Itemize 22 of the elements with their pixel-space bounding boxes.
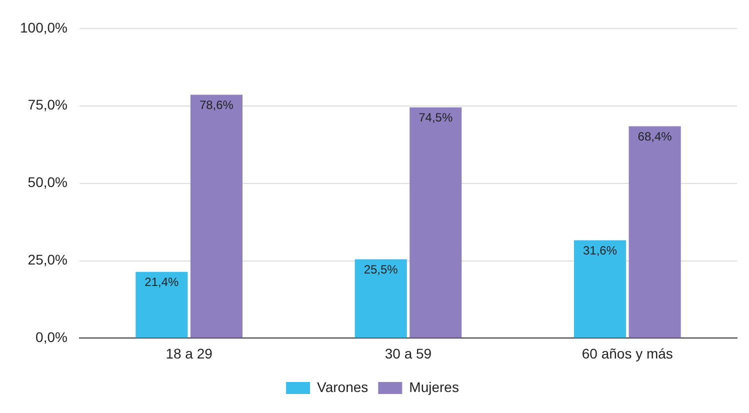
- y-tick-label: 0,0%: [36, 329, 68, 346]
- data-label: 31,6%: [583, 244, 618, 258]
- x-tick-label: 18 a 29: [166, 345, 213, 362]
- y-tick-label: 75,0%: [28, 96, 68, 113]
- legend-label: Mujeres: [409, 378, 459, 395]
- y-tick-label: 25,0%: [28, 252, 68, 268]
- data-label: 68,4%: [638, 130, 672, 144]
- x-tick-label: 60 años y más: [582, 345, 673, 362]
- bar: [410, 107, 462, 338]
- legend-label: Varones: [317, 378, 368, 395]
- data-label: 78,6%: [199, 98, 234, 112]
- bar: [628, 126, 681, 338]
- bar: [574, 240, 626, 338]
- bar: [354, 259, 407, 338]
- data-label: 74,5%: [418, 110, 453, 125]
- bar: [136, 272, 188, 338]
- bar: [190, 94, 242, 338]
- x-tick-label: 30 a 59: [384, 345, 432, 362]
- y-tick-label: 50,0%: [28, 174, 68, 190]
- y-tick-label: 100,0%: [20, 19, 68, 36]
- data-label: 25,5%: [364, 262, 398, 277]
- data-label: 21,4%: [144, 275, 180, 290]
